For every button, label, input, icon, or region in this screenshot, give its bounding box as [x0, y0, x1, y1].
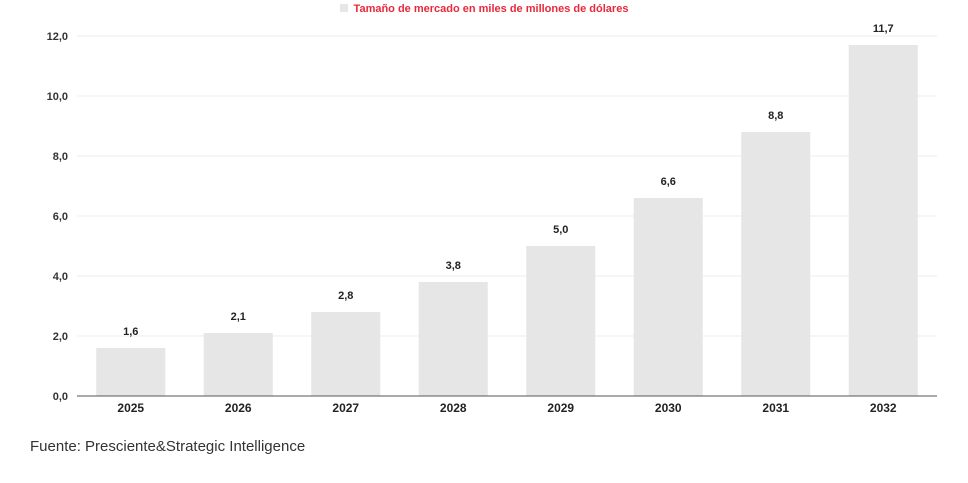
y-tick-label: 12,0: [47, 31, 68, 43]
source-note: Fuente: Presciente&Strategic Intelligenc…: [30, 438, 306, 455]
data-label: 6,6: [661, 176, 676, 188]
data-label: 5,0: [553, 224, 568, 236]
y-tick-label: 10,0: [47, 91, 68, 103]
bar: [418, 282, 488, 396]
data-label: 11,7: [873, 23, 894, 35]
x-tick-label: 2025: [117, 401, 144, 415]
bar: [526, 246, 596, 396]
legend-swatch: [339, 4, 348, 12]
y-tick-label: 6,0: [53, 211, 68, 223]
bar: [311, 312, 381, 396]
y-tick-label: 0,0: [53, 391, 68, 403]
x-tick-label: 2028: [440, 401, 467, 415]
x-tick-label: 2026: [225, 401, 252, 415]
data-label: 8,8: [768, 110, 783, 122]
data-label: 2,8: [338, 290, 353, 302]
chart-container: Tamaño de mercado en miles de millones d…: [0, 3, 968, 415]
x-tick-label: 2030: [655, 401, 682, 415]
data-label: 2,1: [231, 311, 246, 323]
y-tick-label: 4,0: [53, 271, 68, 283]
x-tick-label: 2032: [870, 401, 897, 415]
x-tick-label: 2027: [332, 401, 359, 415]
bar: [203, 333, 273, 396]
data-label: 3,8: [446, 260, 461, 272]
y-tick-label: 8,0: [53, 151, 68, 163]
bar: [848, 45, 918, 396]
chart-legend: Tamaño de mercado en miles de millones d…: [0, 3, 968, 15]
bar: [741, 132, 811, 396]
bar-chart: 0,0 2,0 4,0 6,0 8,0 10,0 12,0 1,6 2025 2,1 2026 2,8…: [47, 23, 937, 415]
bar: [633, 198, 703, 396]
x-tick-label: 2031: [762, 401, 789, 415]
bar: [96, 348, 166, 396]
legend-label: Tamaño de mercado en miles de millones d…: [353, 3, 629, 15]
x-tick-label: 2029: [547, 401, 574, 415]
data-label: 1,6: [123, 326, 138, 338]
y-tick-label: 2,0: [53, 331, 68, 343]
